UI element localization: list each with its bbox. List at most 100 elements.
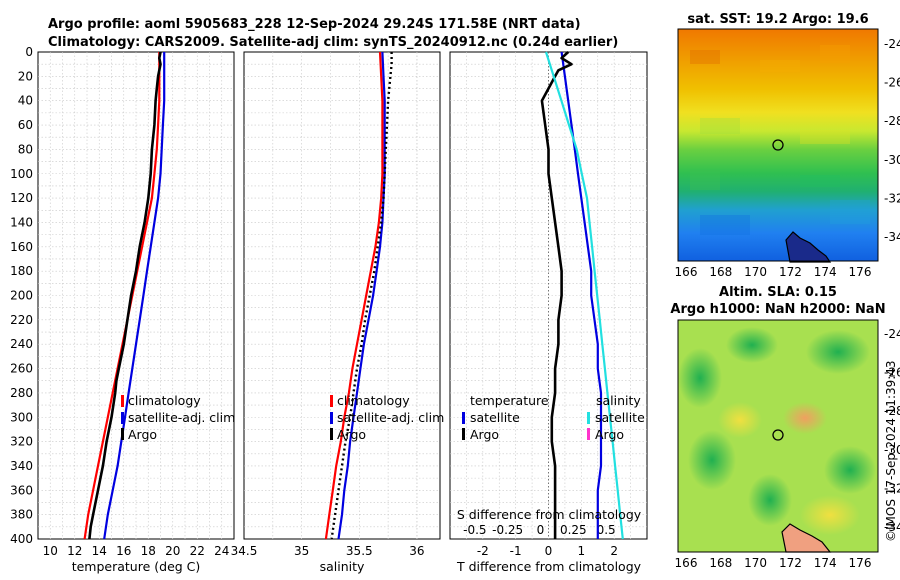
difference-legend: temperature salinity satellite Argo sate… [462, 393, 645, 442]
grid-layer [38, 52, 647, 539]
sla-map-title-line1: Altim. SLA: 0.15 [719, 285, 837, 300]
sst-field [678, 29, 878, 261]
sst-x-tick: 168 [709, 265, 732, 279]
y-tick-label: 100 [10, 167, 33, 181]
sla-x-tick: 168 [709, 556, 732, 570]
sst-x-tick: 166 [675, 265, 698, 279]
x-tick-label: -1 [510, 544, 522, 558]
x-tick-label: 20 [165, 544, 180, 558]
series-line-climatology [324, 51, 384, 540]
legend-swatch-s-satellite [587, 412, 590, 424]
y-tick-label: 40 [18, 94, 33, 108]
legend-swatch-satellite [330, 412, 333, 424]
x-tick-label: 10 [43, 544, 58, 558]
tick-layer: 10 12 14 16 18 20 22 24 34.5 35 35.5 36 -2 -1 0 1 202040… [10, 37, 900, 570]
sla-map [677, 319, 879, 553]
sst-y-tick: -30 [884, 153, 900, 167]
sla-frame [677, 319, 879, 553]
y-tick-label: 380 [10, 508, 33, 522]
series-line-satellite-adj-clim [103, 52, 166, 540]
series-line-argo [88, 51, 162, 540]
y-tick-label: 240 [10, 337, 33, 351]
x-tick-label: 36 [409, 544, 424, 558]
legend-swatch-argo [330, 428, 333, 440]
x-tick-label: 0 [545, 544, 553, 558]
legend-label-t-argo: Argo [470, 427, 499, 442]
sst-noise [690, 45, 870, 235]
s-tick-label: 0.5 [597, 523, 616, 537]
legend-label-t-satellite: satellite [470, 410, 520, 425]
legend-label-satellite: satellite-adj. clim [337, 410, 444, 425]
y-tick-label: 360 [10, 483, 33, 497]
y-tick-label: 80 [18, 142, 33, 156]
legend-swatch-climatology [121, 395, 124, 407]
legend-label-climatology: climatology [128, 393, 201, 408]
sst-y-tick: -32 [884, 191, 900, 205]
sst-frame [677, 28, 879, 262]
legend-label-s-satellite: satellite [595, 410, 645, 425]
sla-y-tick: -26 [884, 366, 900, 380]
difference-xlabel: T difference from climatology [456, 559, 642, 574]
y-tick-label: 0 [25, 45, 33, 59]
y-tick-label: 20 [18, 69, 33, 83]
y-tick-label: 200 [10, 289, 33, 303]
x-tick-label: 18 [141, 544, 156, 558]
title-line2: Climatology: CARS2009. Satellite-adj cli… [48, 35, 618, 50]
legend-swatch-satellite [121, 412, 124, 424]
difference-xlabel-top: S difference from climatology [457, 507, 642, 522]
sst-map-title: sat. SST: 19.2 Argo: 19.6 [687, 12, 868, 27]
sla-argo-marker [772, 429, 784, 441]
y-tick-label: 300 [10, 410, 33, 424]
legend-swatch-t-satellite [462, 412, 465, 424]
sla-x-tick: 176 [849, 556, 872, 570]
sst-x-tick: 172 [779, 265, 802, 279]
s-tick-label: -0.5 [463, 523, 486, 537]
sst-x-tick: 174 [814, 265, 837, 279]
sla-x-tick: 166 [675, 556, 698, 570]
sst-y-tick: -26 [884, 76, 900, 90]
sst-y-tick: -28 [884, 114, 900, 128]
y-tick-label: 400 [10, 532, 33, 546]
sla-y-tick: -32 [884, 481, 900, 495]
y-tick-label: 60 [18, 118, 33, 132]
sla-y-tick: -24 [884, 327, 900, 341]
series-line-s-satellite [544, 51, 624, 540]
x-tick-label: 14 [92, 544, 107, 558]
x-tick-label: 24 [214, 544, 229, 558]
sst-argo-marker [772, 139, 784, 151]
x-tick-label: 16 [116, 544, 131, 558]
legend-title-salinity: salinity [596, 393, 641, 408]
sst-map [677, 28, 879, 263]
x-tick-label: 2 [610, 544, 618, 558]
sst-x-tick: 170 [744, 265, 767, 279]
temperature-xlabel: temperature (deg C) [72, 559, 201, 574]
x-tick-label: 35.5 [346, 544, 373, 558]
legend-label-satellite: satellite-adj. clim [128, 410, 235, 425]
s-tick-label: -0.25 [492, 523, 523, 537]
salinity-legend: climatology satellite-adj. clim Argo [330, 393, 444, 442]
y-tick-label: 140 [10, 215, 33, 229]
legend-swatch-argo [121, 428, 124, 440]
sla-y-tick: -34 [884, 520, 900, 534]
imos-stamp: ©IMOS 17-Sep-2024 11:39:43 [884, 360, 898, 542]
y-tick-label: 280 [10, 386, 33, 400]
sst-x-tick: 176 [849, 265, 872, 279]
series-line-t-argo [540, 51, 573, 539]
s-tick-label: 0.25 [560, 523, 587, 537]
legend-label-s-argo: Argo [595, 427, 624, 442]
y-tick-label: 340 [10, 459, 33, 473]
series-line-argo [330, 52, 393, 540]
legend-swatch-climatology [330, 395, 333, 407]
y-tick-label: 120 [10, 191, 33, 205]
x-tick-label: 35 [294, 544, 309, 558]
sla-x-tick: 170 [744, 556, 767, 570]
sst-land [785, 231, 832, 263]
s-tick-label: 0 [537, 523, 545, 537]
sst-y-tick: -34 [884, 230, 900, 244]
y-tick-label: 220 [10, 313, 33, 327]
legend-label-argo: Argo [337, 427, 366, 442]
sla-x-tick: 172 [779, 556, 802, 570]
line-layer [83, 51, 624, 540]
y-tick-label: 160 [10, 240, 33, 254]
